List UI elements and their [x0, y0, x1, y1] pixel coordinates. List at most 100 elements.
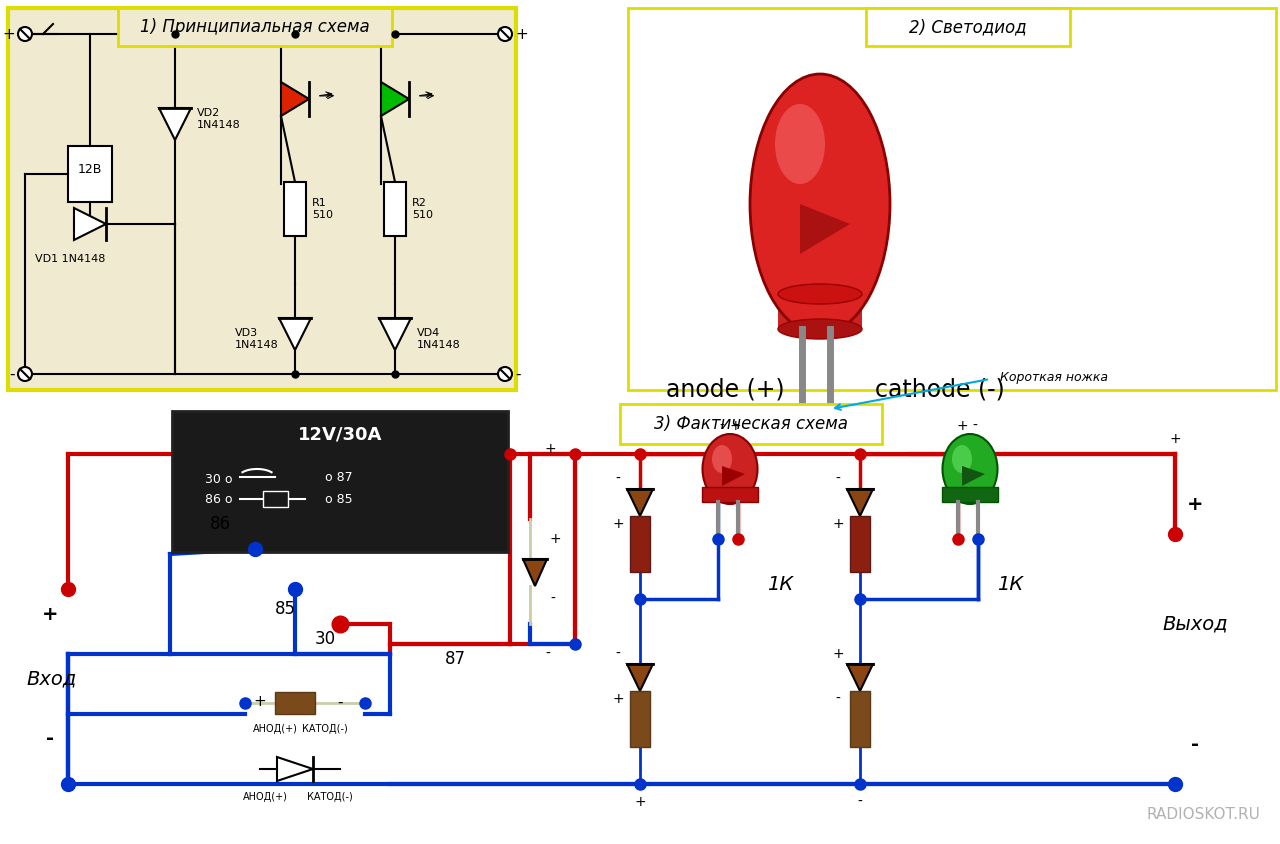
- Text: 86: 86: [210, 515, 230, 533]
- Bar: [262, 491, 288, 507]
- Bar: [942, 487, 998, 502]
- Text: +: +: [832, 647, 844, 661]
- Bar: [284, 182, 306, 236]
- Text: o 87: o 87: [325, 470, 352, 484]
- Text: 87: 87: [444, 650, 466, 668]
- Text: -: -: [719, 419, 724, 433]
- Text: Короткая ножка: Короткая ножка: [1000, 371, 1108, 383]
- Text: -: -: [1190, 734, 1199, 754]
- Bar: [850, 691, 870, 747]
- Text: -: -: [46, 729, 54, 749]
- Text: VD1 1N4148: VD1 1N4148: [35, 254, 105, 264]
- Text: -: -: [337, 695, 343, 710]
- Text: КАТОД(-): КАТОД(-): [307, 792, 353, 802]
- Text: 2) Светодиод: 2) Светодиод: [909, 18, 1027, 36]
- Polygon shape: [381, 82, 410, 116]
- Ellipse shape: [778, 284, 861, 304]
- FancyBboxPatch shape: [172, 411, 508, 552]
- Text: o 85: o 85: [325, 493, 352, 506]
- Bar: [275, 692, 315, 714]
- Text: +: +: [3, 26, 15, 41]
- Ellipse shape: [703, 434, 758, 504]
- Bar: [384, 182, 406, 236]
- Polygon shape: [276, 757, 314, 781]
- Text: 1К: 1К: [767, 575, 794, 593]
- Text: cathode (-): cathode (-): [876, 377, 1005, 401]
- Bar: [630, 516, 650, 572]
- Text: +: +: [612, 517, 623, 531]
- Text: АНОД(+): АНОД(+): [252, 724, 297, 734]
- Text: Выход: Выход: [1162, 614, 1228, 634]
- Polygon shape: [847, 489, 873, 516]
- FancyBboxPatch shape: [118, 8, 392, 46]
- Ellipse shape: [778, 319, 861, 339]
- Text: +: +: [730, 419, 741, 433]
- Polygon shape: [74, 208, 106, 240]
- Text: 30 o: 30 o: [205, 473, 233, 485]
- Polygon shape: [627, 489, 653, 516]
- Bar: [628, 8, 1276, 390]
- Ellipse shape: [750, 74, 890, 334]
- Text: -: -: [973, 419, 978, 433]
- Text: 86 o: 86 o: [205, 493, 233, 506]
- Text: -: -: [616, 472, 621, 486]
- Text: -: -: [515, 366, 521, 381]
- Bar: [778, 294, 861, 329]
- Text: +: +: [545, 442, 557, 456]
- Text: +: +: [634, 795, 646, 809]
- Ellipse shape: [712, 445, 732, 473]
- Text: anode (+): anode (+): [666, 377, 785, 401]
- Ellipse shape: [774, 104, 826, 184]
- Bar: [701, 487, 758, 502]
- Text: -: -: [616, 647, 621, 661]
- Text: +: +: [1169, 432, 1181, 446]
- Text: Вход: Вход: [27, 669, 77, 689]
- Text: +: +: [612, 692, 623, 706]
- Text: -: -: [836, 472, 841, 486]
- Bar: [630, 691, 650, 747]
- Text: 30: 30: [315, 630, 335, 648]
- Text: +: +: [956, 419, 968, 433]
- Text: +: +: [42, 604, 59, 624]
- Bar: [850, 516, 870, 572]
- Text: 3) Фактическая схема: 3) Фактическая схема: [654, 415, 847, 433]
- Circle shape: [498, 367, 512, 381]
- Text: 1К: 1К: [997, 575, 1023, 593]
- Text: +: +: [253, 695, 266, 710]
- Text: -: -: [858, 795, 863, 809]
- Text: 12V/30A: 12V/30A: [298, 425, 383, 443]
- Polygon shape: [282, 82, 308, 116]
- Text: +: +: [1187, 495, 1203, 513]
- Polygon shape: [279, 318, 311, 350]
- Ellipse shape: [777, 289, 863, 309]
- Text: КАТОД(-): КАТОД(-): [302, 724, 348, 734]
- Text: R1
510: R1 510: [312, 198, 333, 219]
- Text: VD4
1N4148: VD4 1N4148: [417, 328, 461, 349]
- Text: VD3
1N4148: VD3 1N4148: [236, 328, 279, 349]
- Text: -: -: [9, 366, 15, 381]
- Text: VD2
1N4148: VD2 1N4148: [197, 108, 241, 130]
- Polygon shape: [627, 664, 653, 691]
- Polygon shape: [379, 318, 411, 350]
- Text: 1) Принципиальная схема: 1) Принципиальная схема: [140, 18, 370, 36]
- Ellipse shape: [942, 434, 997, 504]
- FancyBboxPatch shape: [867, 8, 1070, 46]
- Text: +: +: [515, 26, 527, 41]
- Text: 12В: 12В: [78, 163, 102, 176]
- Bar: [68, 146, 113, 202]
- Text: -: -: [836, 692, 841, 706]
- Text: R2
510: R2 510: [412, 198, 433, 219]
- Polygon shape: [159, 108, 191, 140]
- Text: +: +: [550, 532, 562, 546]
- Text: -: -: [545, 647, 550, 661]
- Circle shape: [18, 27, 32, 41]
- Polygon shape: [963, 466, 986, 486]
- Text: -: -: [550, 592, 554, 606]
- Text: АНОД(+): АНОД(+): [243, 792, 288, 802]
- Polygon shape: [524, 559, 547, 586]
- Polygon shape: [722, 466, 745, 486]
- Circle shape: [498, 27, 512, 41]
- Bar: [8, 8, 516, 390]
- Polygon shape: [847, 664, 873, 691]
- Polygon shape: [800, 204, 850, 254]
